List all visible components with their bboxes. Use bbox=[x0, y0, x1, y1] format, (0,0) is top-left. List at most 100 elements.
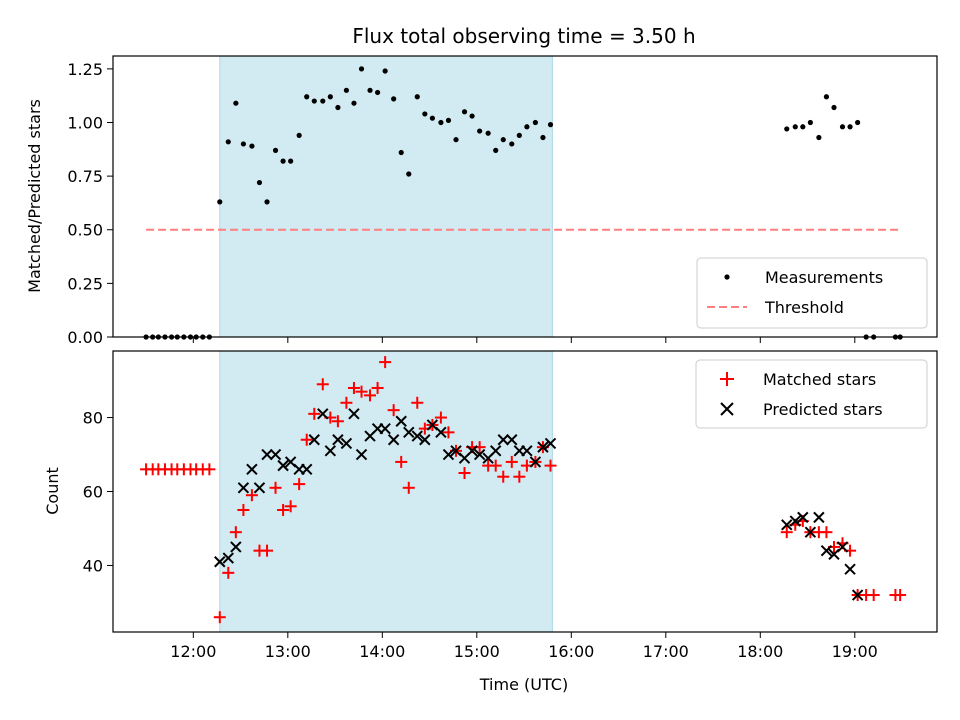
predicted-star-point bbox=[222, 552, 234, 564]
predicted-star-point bbox=[844, 563, 856, 575]
matched-star-point bbox=[213, 611, 226, 624]
measurement-point bbox=[391, 96, 397, 102]
x-tick-label: 18:00 bbox=[737, 642, 783, 661]
matched-star-point bbox=[245, 489, 258, 502]
predicted-star-point bbox=[537, 441, 549, 453]
matched-star-point bbox=[411, 396, 424, 409]
measurement-point bbox=[532, 119, 538, 126]
measurement-point bbox=[453, 137, 459, 143]
matched-star-point bbox=[237, 503, 250, 516]
measurement-point bbox=[351, 100, 357, 106]
top-y-tick-label: 0.25 bbox=[67, 274, 103, 293]
matched-star-point bbox=[300, 433, 313, 446]
matched-star-point bbox=[316, 378, 329, 391]
measurement-point bbox=[493, 147, 499, 153]
predicted-star-point bbox=[506, 434, 518, 446]
predicted-star-point bbox=[253, 482, 266, 494]
matched-star-point bbox=[402, 481, 415, 494]
measurement-point bbox=[406, 171, 412, 177]
measurement-point bbox=[469, 113, 475, 119]
matched-star-point bbox=[308, 407, 321, 420]
bottom-highlight-span bbox=[219, 350, 553, 633]
measurement-point bbox=[847, 124, 853, 130]
x-tick-label: 16:00 bbox=[548, 642, 594, 661]
predicted-star-point bbox=[442, 448, 455, 461]
bottom-y-tick-label: 80 bbox=[83, 409, 103, 428]
matched-star-point bbox=[434, 411, 447, 424]
measurement-point bbox=[839, 124, 846, 130]
matched-star-point bbox=[284, 500, 297, 513]
x-tick-label: 19:00 bbox=[832, 642, 878, 661]
measurement-point bbox=[816, 134, 822, 141]
legend-threshold-label: Threshold bbox=[764, 298, 844, 317]
measurement-point bbox=[304, 94, 310, 100]
matched-star-point bbox=[387, 404, 400, 417]
matched-star-point bbox=[820, 526, 833, 539]
top-y-tick-label: 0.00 bbox=[67, 328, 103, 347]
matched-star-point bbox=[340, 396, 353, 409]
matched-star-point bbox=[395, 455, 408, 468]
measurement-point bbox=[358, 66, 365, 72]
predicted-star-point bbox=[269, 448, 282, 461]
predicted-star-point bbox=[804, 526, 817, 538]
matched-star-point bbox=[379, 356, 392, 369]
matched-star-point bbox=[505, 455, 518, 468]
top-y-tick-label: 0.50 bbox=[67, 221, 103, 240]
predicted-star-point bbox=[214, 556, 226, 568]
matched-star-point bbox=[489, 459, 502, 472]
measurement-point bbox=[792, 124, 798, 130]
measurement-point bbox=[217, 199, 223, 205]
legend-measurements-label: Measurements bbox=[765, 268, 883, 287]
measurement-point bbox=[280, 158, 286, 164]
predicted-star-point bbox=[813, 511, 825, 524]
legend-matched-label: Matched stars bbox=[763, 370, 876, 389]
predicted-star-point bbox=[403, 426, 415, 439]
matched-star-point bbox=[222, 566, 235, 579]
matched-star-point bbox=[261, 544, 274, 557]
matched-star-point bbox=[780, 526, 793, 539]
bottom-y-tick-label: 60 bbox=[83, 483, 103, 502]
measurement-point bbox=[311, 98, 317, 104]
measurement-point bbox=[855, 119, 861, 126]
measurement-point bbox=[516, 132, 522, 138]
predicted-star-point bbox=[317, 408, 329, 420]
x-tick-label: 12:00 bbox=[170, 642, 216, 661]
top-y-axis-label: Matched/Predicted stars bbox=[25, 99, 44, 293]
x-tick-label: 15:00 bbox=[454, 642, 500, 661]
matched-star-point bbox=[347, 381, 360, 394]
matched-star-point bbox=[458, 467, 471, 480]
top-y-tick-label: 0.75 bbox=[67, 167, 103, 186]
predicted-star-point bbox=[237, 482, 250, 494]
top-legend: Measurements Threshold bbox=[696, 257, 928, 329]
measurement-point bbox=[272, 147, 279, 153]
measurement-point bbox=[540, 134, 546, 141]
measurement-point bbox=[800, 124, 806, 130]
predicted-star-point bbox=[332, 434, 344, 446]
matched-star-point bbox=[442, 426, 455, 439]
top-legend-box bbox=[696, 257, 928, 329]
measurement-point bbox=[414, 94, 420, 100]
matched-star-point bbox=[894, 589, 907, 602]
measurement-point bbox=[256, 179, 263, 186]
chart-title: Flux total observing time = 3.50 h bbox=[352, 24, 695, 48]
predicted-star-point bbox=[473, 448, 486, 461]
predicted-star-point bbox=[379, 422, 391, 435]
measurement-point bbox=[367, 87, 373, 93]
matched-star-point bbox=[331, 415, 344, 428]
predicted-star-point bbox=[419, 434, 431, 446]
measurement-point bbox=[398, 149, 404, 156]
predicted-star-point bbox=[355, 448, 368, 461]
top-highlight-span bbox=[219, 55, 553, 338]
measurement-point bbox=[249, 143, 255, 149]
bottom-legend-box bbox=[695, 359, 928, 429]
predicted-star-point bbox=[261, 448, 273, 461]
legend-measurements-marker bbox=[724, 274, 730, 280]
measurement-point bbox=[320, 98, 326, 104]
predicted-star-point bbox=[246, 463, 258, 476]
measurement-point bbox=[500, 137, 506, 143]
matched-star-point bbox=[277, 503, 290, 516]
predicted-star-point bbox=[277, 459, 289, 472]
predicted-star-point bbox=[489, 445, 502, 457]
measurement-point bbox=[784, 126, 790, 132]
